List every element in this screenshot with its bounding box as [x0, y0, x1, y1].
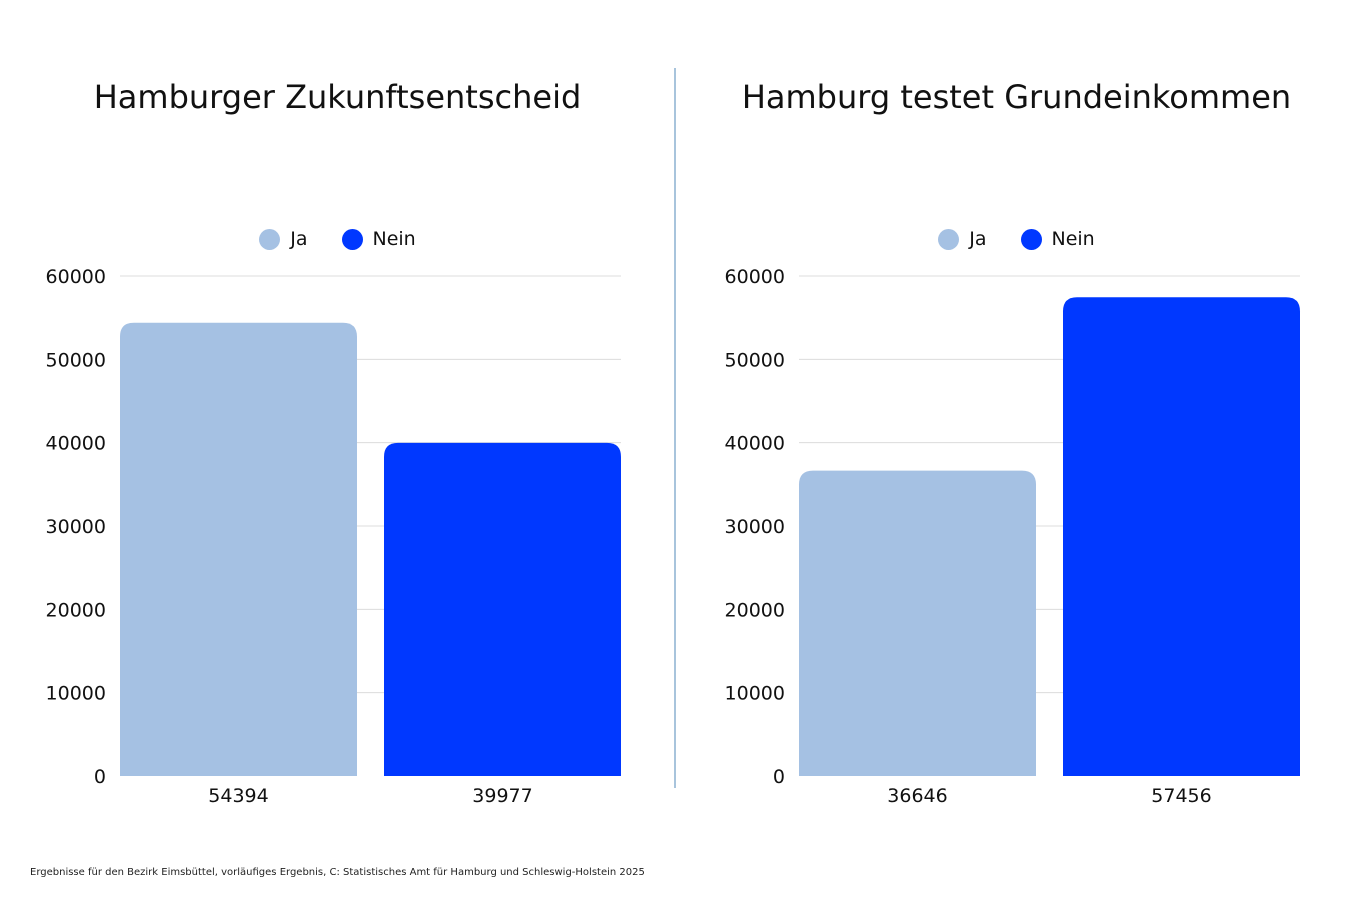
y-tick-label: 50000	[46, 349, 106, 371]
legend-dot-ja	[938, 228, 960, 250]
y-tick-label: 10000	[725, 683, 785, 705]
y-tick-label: 0	[773, 766, 785, 788]
y-tick-label: 60000	[46, 266, 106, 288]
legend: Ja Nein	[679, 228, 1350, 250]
y-tick-label: 30000	[46, 516, 106, 538]
legend-dot-ja	[259, 228, 281, 250]
legend-label: Ja	[290, 228, 308, 250]
legend-dot-nein	[341, 228, 363, 250]
y-tick-label: 40000	[46, 433, 106, 455]
x-tick-label: 39977	[472, 785, 532, 807]
legend-dot-nein	[1020, 228, 1042, 250]
y-tick-label: 40000	[725, 433, 785, 455]
chart-title: Hamburger Zukunftsentscheid	[93, 78, 582, 116]
y-tick-label: 50000	[725, 349, 785, 371]
chart-right: Hamburg testet Grundeinkommen Ja Nein 0 1…	[679, 0, 1350, 820]
legend: Ja Nein	[0, 228, 675, 250]
source-footnote: Ergebnisse für den Bezirk Eimsbüttel, vo…	[30, 867, 645, 878]
legend-item-nein: Nein	[1020, 228, 1095, 250]
y-tick-label: 20000	[46, 599, 106, 621]
plot-left: 0 10000 20000 30000 40000 50000 60000 54394 3997…	[46, 266, 621, 807]
y-tick-label: 30000	[725, 516, 785, 538]
divider	[674, 68, 676, 788]
y-tick-label: 10000	[46, 683, 106, 705]
y-tick-label: 60000	[725, 266, 785, 288]
legend-item-ja: Ja	[938, 228, 987, 250]
bar-ja	[799, 470, 1036, 776]
legend-item-ja: Ja	[259, 228, 308, 250]
legend-label: Ja	[969, 228, 987, 250]
y-tick-label: 0	[94, 766, 106, 788]
legend-label: Nein	[1051, 228, 1095, 250]
bar-nein	[384, 442, 621, 776]
x-tick-label: 54394	[208, 785, 268, 807]
legend-label: Nein	[372, 228, 416, 250]
x-tick-label: 57456	[1151, 785, 1211, 807]
chart-title: Hamburg testet Grundeinkommen	[741, 78, 1292, 116]
chart-left: Hamburger Zukunftsentscheid Ja Nein 0 100…	[0, 0, 675, 820]
legend-item-nein: Nein	[341, 228, 416, 250]
y-tick-label: 20000	[725, 599, 785, 621]
plot-right: 0 10000 20000 30000 40000 50000 60000 36646 5745…	[725, 266, 1300, 807]
x-tick-label: 36646	[887, 785, 947, 807]
bar-nein	[1063, 297, 1300, 776]
bar-ja	[120, 322, 357, 776]
